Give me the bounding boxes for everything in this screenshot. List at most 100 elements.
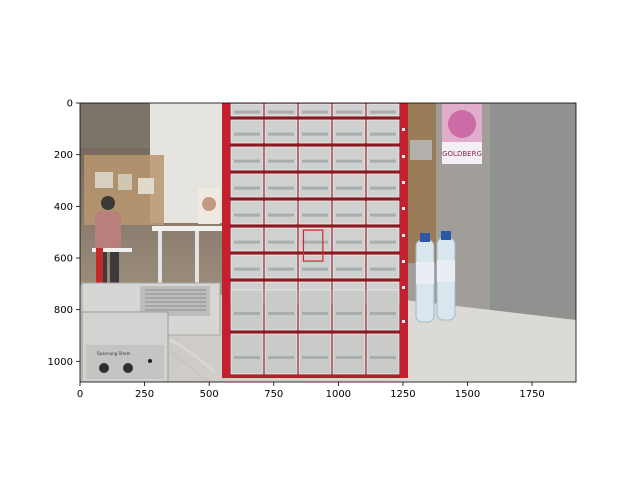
drawer-handle [234,110,260,114]
drawer-handle [268,159,294,163]
drawer [366,119,400,144]
drawer [366,173,400,198]
drawer-handle [336,110,362,114]
poster-text: GOLDBERG [442,150,482,158]
x-axis: 0 250 500 750 1000 1250 1500 1750 [77,382,545,400]
drawer [230,200,264,225]
x-tick-label: 1000 [326,389,351,400]
drawer-handle [268,110,294,114]
drawer [332,289,366,331]
drawer [298,200,332,225]
drawer [366,227,400,252]
axes-frame [79,102,577,383]
drawer-handle [268,267,294,271]
drawer [264,173,298,198]
drawer-handle [268,312,294,315]
drawer-handle [336,312,362,315]
drawer [298,289,332,331]
drawer [332,119,366,144]
drawer [230,333,264,375]
drawer [230,119,264,144]
drawer-handle [302,312,328,315]
drawer [332,173,366,198]
x-tick-label: 1750 [519,389,544,400]
drawer-handle [268,132,294,136]
drawer-handle [370,267,396,271]
drawer [264,146,298,171]
drawer [298,173,332,198]
device-label-text: Spannung Strom [97,351,131,356]
drawer [366,200,400,225]
drawer-handle [336,267,362,271]
drawer-handle [234,356,260,359]
drawer-handle [370,312,396,315]
x-tick-label: 1500 [455,389,480,400]
drawer [264,200,298,225]
drawer [332,146,366,171]
drawer-handle [268,186,294,190]
y-tick-label: 600 [54,254,73,265]
drawer-handle [234,213,260,217]
y-tick-label: 1000 [48,357,73,368]
drawer-handle [302,240,328,244]
y-tick-label: 200 [54,150,73,161]
drawer-handle [302,356,328,359]
drawer-handle [370,186,396,190]
drawer-handle [336,240,362,244]
drawer [366,254,400,279]
drawer-handle [370,356,396,359]
drawer-handle [370,159,396,163]
drawer-handle [336,213,362,217]
drawer [366,289,400,331]
drawer-handle [336,132,362,136]
drawer [332,103,366,117]
drawer-handle [302,110,328,114]
drawer [298,333,332,375]
drawer [366,333,400,375]
drawer-handle [234,159,260,163]
annotation-bounding-box [302,229,324,262]
drawer-handle [302,267,328,271]
drawer-handle [234,267,260,271]
drawer-handle [336,186,362,190]
drawer [332,254,366,279]
x-tick-label: 0 [77,389,83,400]
drawer [366,146,400,171]
drawer-handle [302,186,328,190]
drawer [298,146,332,171]
drawer [230,146,264,171]
drawer-handle [336,356,362,359]
drawer-handle [234,240,260,244]
drawer-handle [234,312,260,315]
drawer [298,119,332,144]
drawer-handle [370,132,396,136]
drawer [264,103,298,117]
y-tick-label: 0 [67,99,73,110]
photo-image: GOLDBERG Spannung Strom [80,103,576,382]
drawer [230,227,264,252]
drawer-handle [302,132,328,136]
drawer-handle [370,213,396,217]
y-axis: 0 200 400 600 800 1000 [48,99,80,368]
drawer [264,119,298,144]
x-tick-label: 250 [135,389,154,400]
x-tick-label: 500 [200,389,219,400]
drawer [332,333,366,375]
drawer-handle [302,159,328,163]
water-bottles [415,231,456,323]
drawer [230,289,264,331]
y-tick-label: 800 [54,305,73,316]
x-tick-label: 1250 [390,389,415,400]
drawer [264,254,298,279]
drawer [264,289,298,331]
drawer-handle [268,240,294,244]
drawer-handle [370,240,396,244]
drawer [332,227,366,252]
drawer [264,227,298,252]
x-tick-label: 750 [264,389,283,400]
drawer-handle [268,213,294,217]
drawer [366,103,400,117]
drawer [230,103,264,117]
drawer-handle [234,186,260,190]
